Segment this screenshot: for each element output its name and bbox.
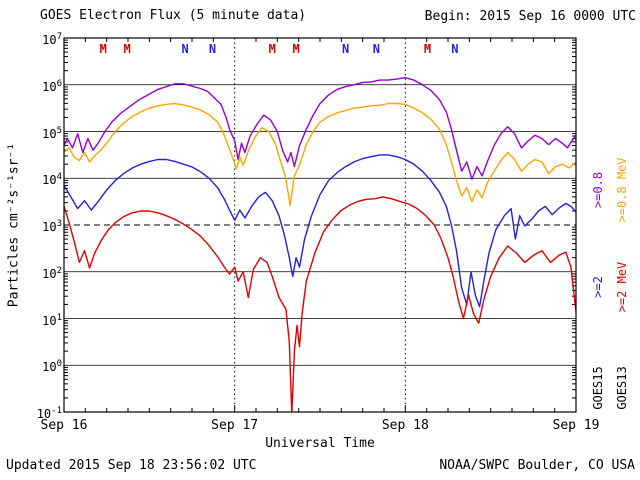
begin-time-label: Begin: 2015 Sep 16 0000 UTC: [424, 9, 636, 24]
y-axis-label: Particles cm⁻²s⁻¹sr⁻¹: [6, 142, 22, 308]
event-marker-M: M: [100, 42, 107, 56]
x-tick-label: Sep 19: [552, 418, 600, 433]
y-tick-label: 104: [42, 172, 62, 188]
x-tick-label: Sep 16: [40, 418, 88, 433]
y-tick-label: 106: [42, 78, 62, 94]
y-tick-label: 103: [42, 219, 62, 234]
series-goes15-0-8-mev: [64, 76, 576, 180]
event-marker-M: M: [124, 42, 131, 56]
legend-goes15-e08-label: >=0.8: [591, 171, 605, 209]
event-marker-M: M: [292, 42, 299, 56]
y-tick-label: 100: [42, 359, 62, 375]
event-marker-N: N: [342, 42, 349, 56]
updated-timestamp: Updated 2015 Sep 18 23:56:02 UTC: [6, 458, 257, 473]
event-marker-N: N: [182, 42, 189, 56]
y-tick-label: 107: [42, 32, 62, 47]
legend-goes15-e2-label: >=2: [591, 276, 605, 298]
series-goes13-2-mev: [64, 196, 576, 412]
plot-frame: [63, 37, 577, 413]
legend-goes13-name: GOES13: [615, 366, 629, 410]
x-axis-label: Universal Time: [265, 436, 375, 451]
legend-goes15-name: GOES15: [591, 366, 605, 410]
legend-goes13-e2-label: >=2 MeV: [615, 261, 629, 313]
series-goes13-0-8-mev: [64, 102, 576, 207]
x-tick-label: Sep 17: [211, 418, 259, 433]
x-tick-label: Sep 18: [381, 418, 429, 433]
event-marker-N: N: [451, 42, 458, 56]
event-marker-N: N: [209, 42, 216, 56]
y-tick-label: 10-1: [36, 406, 62, 421]
chart-title: GOES Electron Flux (5 minute data): [40, 8, 307, 23]
event-marker-M: M: [269, 42, 276, 56]
y-tick-label: 102: [42, 265, 62, 281]
series-goes15-2-mev: [64, 154, 576, 308]
legend-goes13-e08-label: >=0.8 MeV: [615, 157, 629, 223]
series-group: [64, 76, 576, 412]
event-marker-M: M: [424, 42, 431, 56]
credit-label: NOAA/SWPC Boulder, CO USA: [439, 458, 635, 473]
y-tick-label: 101: [42, 312, 62, 328]
y-tick-label: 105: [42, 125, 62, 141]
event-marker-N: N: [373, 42, 380, 56]
